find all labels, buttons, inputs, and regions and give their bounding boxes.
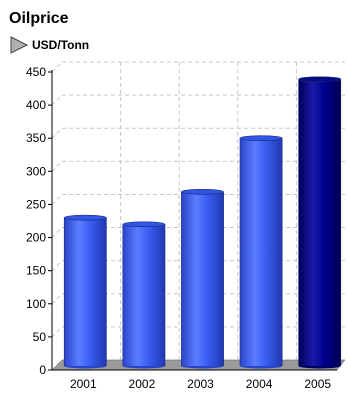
bar-2001 xyxy=(63,214,107,369)
gridline-depth xyxy=(51,260,63,272)
bar-body xyxy=(122,224,165,366)
legend-label: USD/Tonn xyxy=(32,38,90,52)
bar-body xyxy=(181,191,224,366)
bar-2005 xyxy=(298,76,342,369)
y-tick-label: 50 xyxy=(33,330,47,344)
legend-marker-icon xyxy=(10,36,29,54)
y-tick-label: 350 xyxy=(26,131,46,145)
bar-2002 xyxy=(122,221,166,369)
x-tick-label: 2003 xyxy=(187,377,214,391)
bar-top xyxy=(181,189,224,195)
y-tick-label: 100 xyxy=(26,297,46,311)
bar-body xyxy=(64,217,107,366)
bar-top xyxy=(298,76,342,83)
x-tick-label: 2004 xyxy=(246,377,273,391)
bar-body xyxy=(240,138,283,366)
x-tick-label: 2005 xyxy=(304,377,331,391)
bar-top xyxy=(122,221,166,228)
gridline-depth xyxy=(51,293,63,305)
y-tick-label: 150 xyxy=(26,264,46,278)
y-tick-label: 400 xyxy=(26,98,46,112)
gridline-depth xyxy=(51,326,63,338)
legend: USD/Tonn xyxy=(9,36,89,54)
y-tick-label: 250 xyxy=(26,197,46,211)
gridline-depth xyxy=(51,61,63,73)
y-tick-label: 450 xyxy=(26,65,46,79)
gridline-depth xyxy=(51,160,63,172)
bar-2003 xyxy=(181,189,224,369)
bar-top xyxy=(63,214,107,221)
y-tick-label: 300 xyxy=(26,164,46,178)
bar-top xyxy=(239,135,283,141)
x-tick-label: 2001 xyxy=(70,377,97,391)
gridline-depth xyxy=(51,94,63,106)
bar-body xyxy=(298,79,341,366)
y-tick-label: 200 xyxy=(26,231,46,245)
y-tick-label: 0 xyxy=(39,363,46,377)
x-tick-label: 2002 xyxy=(129,377,156,391)
gridline-depth xyxy=(51,127,63,139)
bar-2004 xyxy=(239,135,283,369)
chart-title: Oilprice xyxy=(9,10,69,27)
gridline-depth xyxy=(51,227,63,238)
gridline-depth xyxy=(51,194,63,205)
